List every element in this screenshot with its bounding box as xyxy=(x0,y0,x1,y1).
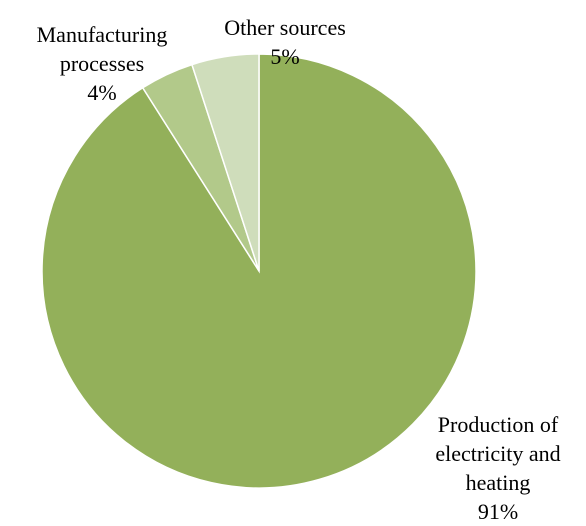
pie-value-label: 5% xyxy=(270,44,299,69)
pie-slices xyxy=(41,53,477,489)
pie-slice-other-sources xyxy=(190,53,260,272)
pie-label-line: Other sources xyxy=(224,15,346,40)
pie-label-line: processes xyxy=(60,51,144,76)
pie-label-other-sources: Other sources 5% xyxy=(224,15,346,69)
pie-label-line: Production of xyxy=(438,412,559,437)
pie-label-manufacturing-processes: Manufacturing processes 4% xyxy=(37,22,168,105)
pie-labels: Production of electricity and heating 91% Ma… xyxy=(37,15,561,524)
pie-label-line: Manufacturing xyxy=(37,22,168,47)
pie-value-label: 4% xyxy=(87,80,116,105)
pie-value-label: 91% xyxy=(478,499,518,524)
pie-label-production-of-electricity-and-heating: Production of electricity and heating 91% xyxy=(435,412,560,524)
pie-label-line: electricity and xyxy=(435,441,560,466)
pie-label-line: heating xyxy=(466,470,531,495)
